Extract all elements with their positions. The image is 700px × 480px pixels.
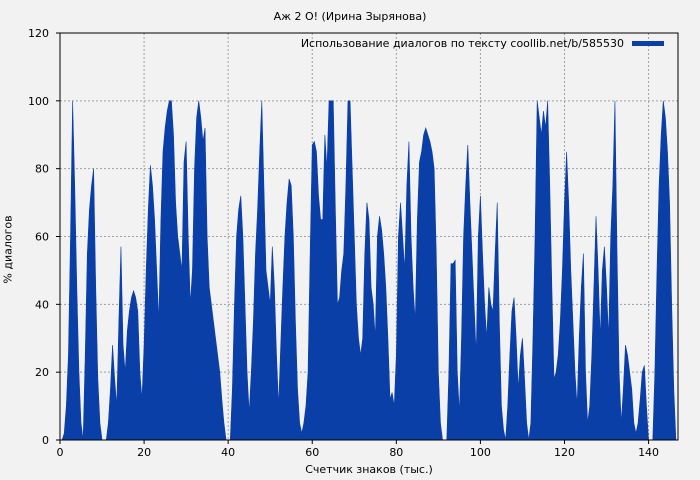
series-area-0 xyxy=(61,100,677,441)
y-tick-label: 20 xyxy=(35,366,49,379)
y-tick-label: 40 xyxy=(35,298,49,311)
x-tick-label: 140 xyxy=(638,446,659,459)
x-axis-label: Счетчик знаков (тыс.) xyxy=(305,463,433,476)
x-tick-label: 0 xyxy=(57,446,64,459)
legend-swatch xyxy=(632,41,664,46)
y-tick-label: 80 xyxy=(35,163,49,176)
y-tick-label: 60 xyxy=(35,231,49,244)
x-tick-label: 40 xyxy=(221,446,235,459)
x-tick-label: 60 xyxy=(305,446,319,459)
axes: 0 20 40 60 80 100 120 140 0 20 40 60 80 100 120 xyxy=(28,27,679,459)
y-axis-label: % диалогов xyxy=(1,215,15,284)
chart-title: Аж 2 О! (Ирина Зырянова) xyxy=(273,10,427,23)
x-tick-label: 80 xyxy=(389,446,403,459)
x-tick-label: 120 xyxy=(554,446,575,459)
y-tick-label: 100 xyxy=(28,95,49,108)
x-tick-label: 20 xyxy=(137,446,151,459)
y-tick-label: 0 xyxy=(42,434,49,447)
legend: Использование диалогов по тексту coollib… xyxy=(301,37,664,50)
legend-label: Использование диалогов по тексту coollib… xyxy=(300,37,624,50)
x-tick-label: 100 xyxy=(470,446,491,459)
y-tick-label: 120 xyxy=(28,27,49,40)
